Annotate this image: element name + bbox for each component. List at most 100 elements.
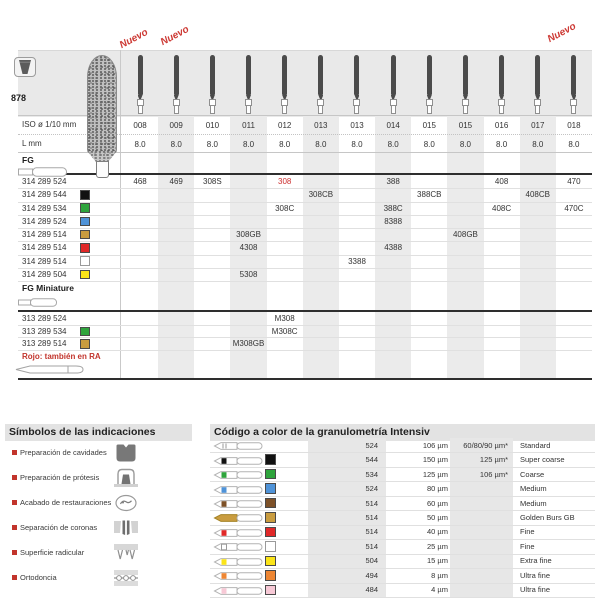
grit-color-square bbox=[80, 326, 90, 336]
bur-image bbox=[484, 55, 520, 117]
grit-name: Fine bbox=[520, 527, 535, 537]
iso-value: 016 bbox=[494, 121, 509, 130]
symbol-item: Superficie radicular bbox=[5, 542, 192, 564]
grit-code: 524 bbox=[365, 440, 378, 450]
fg-miniature-shank-icon bbox=[18, 294, 58, 312]
grit-extra-grain: 125 µm* bbox=[479, 455, 508, 465]
bur-neck bbox=[354, 95, 360, 99]
grit-bur-icon bbox=[212, 526, 264, 538]
row-separator bbox=[18, 254, 592, 256]
grit-name: Medium bbox=[520, 484, 547, 494]
grit-color-square bbox=[265, 483, 276, 494]
rule-under-burs bbox=[18, 115, 592, 116]
bur-neck bbox=[499, 95, 505, 99]
grit-extra-stripe bbox=[450, 438, 513, 597]
grit-bur-icon bbox=[212, 584, 264, 596]
bur-shank bbox=[462, 105, 468, 114]
bur-neck bbox=[535, 95, 541, 99]
iso-value: 009 bbox=[169, 121, 183, 130]
grit-code: 514 bbox=[365, 541, 378, 551]
iso-value: 013 bbox=[314, 121, 328, 130]
bur-head bbox=[354, 55, 360, 95]
grit-name: Ultra fine bbox=[520, 570, 551, 580]
grit-name: Medium bbox=[520, 498, 547, 508]
grit-code: 524 bbox=[365, 484, 378, 494]
grit-name: Coarse bbox=[520, 469, 545, 479]
nuevo-badge: Nuevo bbox=[117, 26, 150, 51]
large-bur-shank bbox=[96, 161, 109, 178]
grit-color-square bbox=[80, 243, 90, 253]
figure-number: 308GB bbox=[236, 230, 261, 239]
figure-number: 468 bbox=[133, 177, 147, 186]
length-row-label: L mm bbox=[22, 139, 42, 148]
bur-image bbox=[556, 55, 592, 117]
column-stripe bbox=[519, 116, 556, 378]
ra-shank-icon bbox=[14, 363, 86, 381]
order-code: 313 289 524 bbox=[22, 314, 67, 323]
grit-color-square bbox=[80, 216, 90, 227]
bur-neck bbox=[571, 95, 577, 99]
bur-neck bbox=[137, 95, 143, 99]
grit-color-square bbox=[80, 256, 90, 266]
grit-color-square bbox=[80, 229, 90, 240]
grit-extra-grain: 106 µm* bbox=[479, 469, 508, 479]
bur-head bbox=[426, 55, 432, 95]
order-code: 314 289 514 bbox=[22, 256, 67, 266]
figure-number: M308GB bbox=[232, 339, 265, 349]
bur-shank bbox=[354, 105, 360, 114]
bur-shank bbox=[173, 105, 179, 114]
length-value: 8.0 bbox=[496, 140, 508, 149]
figure-number: 470C bbox=[564, 203, 584, 213]
bur-neck bbox=[426, 95, 432, 99]
restoration-finishing-icon bbox=[113, 493, 139, 513]
grit-color-square bbox=[265, 555, 276, 567]
iso-value: 014 bbox=[386, 121, 400, 130]
grit-code: 534 bbox=[365, 469, 378, 479]
rule-miniature-bottom bbox=[18, 350, 592, 351]
bur-image bbox=[520, 55, 556, 117]
symbol-item: Preparación de cavidades bbox=[5, 442, 192, 464]
order-code: 314 289 504 bbox=[22, 269, 67, 279]
grit-grain-size: 125 µm bbox=[422, 469, 448, 479]
bur-image bbox=[122, 55, 158, 117]
grit-code: 514 bbox=[365, 512, 378, 522]
grit-color-square bbox=[265, 570, 276, 581]
bur-image bbox=[158, 55, 194, 117]
bur-shank bbox=[535, 105, 541, 114]
label-column-divider bbox=[120, 50, 121, 379]
column-stripe bbox=[230, 116, 267, 378]
grit-row-separator bbox=[210, 539, 595, 541]
iso-value: 015 bbox=[422, 121, 436, 130]
bur-shank bbox=[282, 105, 288, 114]
nuevo-badge: Nuevo bbox=[158, 23, 191, 48]
row-separator bbox=[18, 241, 592, 243]
length-value: 8.0 bbox=[279, 140, 291, 149]
bur-image bbox=[303, 55, 339, 117]
figure-number: M308C bbox=[271, 326, 298, 336]
cavity-preparation-icon bbox=[113, 443, 139, 463]
bur-image bbox=[267, 55, 303, 117]
grit-bur-icon bbox=[212, 540, 264, 552]
rule-under-l bbox=[18, 152, 592, 153]
rule-iso-l bbox=[18, 134, 592, 135]
symbol-bullet bbox=[12, 500, 17, 505]
grit-color-square bbox=[80, 339, 90, 349]
grit-grain-size: 4 µm bbox=[431, 585, 448, 595]
bur-head bbox=[246, 55, 252, 95]
grit-color-square bbox=[265, 468, 276, 480]
grit-code: 504 bbox=[365, 556, 378, 566]
footnote-red-ra: Rojo: también en RA bbox=[22, 352, 101, 361]
bur-shank bbox=[390, 105, 396, 114]
grit-grain-size: 15 µm bbox=[427, 556, 448, 566]
grit-row-separator bbox=[210, 495, 595, 497]
root-surface-icon bbox=[113, 543, 139, 563]
iso-value: 012 bbox=[278, 121, 292, 130]
iso-value: 018 bbox=[567, 121, 581, 130]
figure-number: 408GB bbox=[452, 230, 478, 239]
length-value: 8.0 bbox=[170, 140, 182, 149]
order-code: 314 289 544 bbox=[22, 190, 67, 200]
grit-grain-size: 40 µm bbox=[427, 527, 448, 537]
row-separator bbox=[18, 188, 592, 190]
iso-value: 011 bbox=[242, 121, 255, 130]
